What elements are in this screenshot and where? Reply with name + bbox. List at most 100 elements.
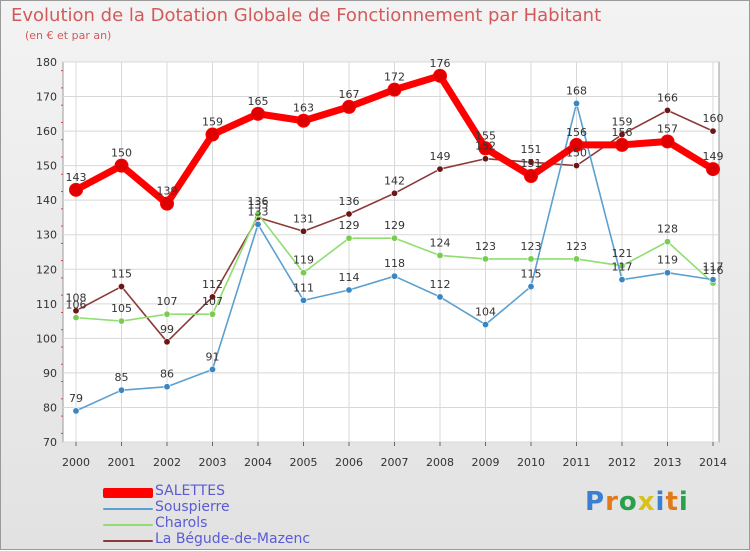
data-label-charols-2005: 119 [293, 254, 314, 267]
data-label-souspierre-2011: 168 [566, 84, 587, 97]
data-label-salettes-2002: 139 [157, 185, 178, 198]
data-label-souspierre-2003: 91 [206, 350, 220, 363]
point-salettes-2011 [569, 137, 584, 152]
data-label-la-begude-2001: 115 [111, 268, 132, 281]
plot-area [62, 61, 720, 443]
data-label-souspierre-2009: 104 [475, 306, 496, 319]
data-label-charols-2002: 107 [157, 295, 178, 308]
x-tick-label-2014: 2014 [699, 456, 727, 469]
legend-label-souspierre: Souspierre [155, 499, 230, 515]
y-tick-label-160: 160 [36, 125, 57, 138]
data-label-la-begude-2006: 136 [339, 195, 360, 208]
point-salettes-2006 [342, 99, 356, 114]
legend-label-salettes: SALETTES [155, 483, 225, 499]
point-la-begude-2014 [709, 127, 717, 135]
point-charols-2005 [299, 269, 307, 277]
x-tick-label-2002: 2002 [153, 456, 181, 469]
legend-label-charols: Charols [155, 515, 208, 531]
point-salettes-2005 [296, 113, 311, 128]
point-charols-2001 [118, 317, 126, 325]
point-charols-2000 [72, 314, 80, 322]
data-label-souspierre-2007: 118 [384, 257, 405, 270]
data-label-salettes-2006: 167 [339, 88, 360, 101]
point-salettes-2012 [615, 137, 629, 152]
point-souspierre-2002 [163, 383, 171, 391]
point-charols-2007 [390, 234, 398, 242]
data-label-salettes-2001: 150 [111, 147, 132, 160]
data-label-souspierre-2004: 133 [248, 205, 269, 218]
x-tick-label-2011: 2011 [563, 456, 591, 469]
point-la-begude-2003 [209, 293, 217, 301]
data-label-charols-2000: 106 [66, 299, 87, 312]
y-tick-label-100: 100 [36, 332, 57, 345]
x-tick-label-2001: 2001 [108, 456, 136, 469]
x-tick-label-2005: 2005 [290, 456, 318, 469]
point-souspierre-2013 [663, 269, 671, 277]
data-label-souspierre-2008: 112 [430, 278, 451, 291]
data-label-la-begude-2008: 149 [430, 150, 451, 163]
y-tick-label-180: 180 [36, 56, 57, 69]
data-label-souspierre-2012: 117 [612, 261, 633, 274]
point-souspierre-2014 [709, 276, 717, 284]
data-label-salettes-2010: 151 [521, 157, 542, 170]
data-label-charols-2007: 129 [384, 219, 405, 232]
data-label-la-begude-2003: 112 [202, 278, 223, 291]
point-la-begude-2010 [527, 158, 535, 166]
data-label-charols-2011: 123 [566, 240, 587, 253]
point-la-begude-2006 [345, 210, 353, 218]
data-label-charols-2012: 121 [612, 247, 633, 260]
point-souspierre-2003 [209, 365, 217, 373]
x-tick-label-2009: 2009 [472, 456, 500, 469]
logo-letter: P [585, 487, 606, 517]
logo-letter: x [637, 487, 656, 517]
y-tick-label-90: 90 [43, 367, 57, 380]
y-tick-label-120: 120 [36, 263, 57, 276]
x-tick-label-2012: 2012 [608, 456, 636, 469]
data-label-la-begude-2010: 151 [521, 143, 542, 156]
data-label-la-begude-2004: 135 [248, 198, 269, 211]
data-label-la-begude-2007: 142 [384, 174, 405, 187]
point-charols-2010 [527, 255, 535, 263]
point-salettes-2014 [706, 162, 720, 177]
point-la-begude-2007 [390, 189, 398, 197]
data-label-souspierre-2000: 79 [69, 392, 83, 405]
data-label-salettes-2007: 172 [384, 71, 405, 84]
point-charols-2004 [254, 210, 262, 218]
legend-swatch-salettes [103, 488, 153, 498]
data-label-salettes-2014: 149 [703, 150, 724, 163]
y-tick-label-80: 80 [43, 401, 57, 414]
point-la-begude-2001 [118, 283, 126, 291]
point-souspierre-2006 [345, 286, 353, 294]
point-souspierre-2008 [436, 293, 444, 301]
proxiti-logo: Proxiti [585, 487, 689, 517]
logo-letter: r [605, 487, 619, 517]
x-tick-label-2007: 2007 [381, 456, 409, 469]
x-tick-label-2010: 2010 [517, 456, 545, 469]
point-salettes-2008 [433, 68, 447, 83]
chart-title: Evolution de la Dotation Globale de Fonc… [11, 5, 602, 26]
point-souspierre-2011 [572, 99, 580, 107]
data-label-souspierre-2014: 117 [703, 261, 724, 274]
data-label-charols-2013: 128 [657, 223, 678, 236]
data-label-salettes-2013: 157 [657, 122, 678, 135]
point-salettes-2001 [114, 158, 129, 173]
point-salettes-2002 [160, 196, 174, 211]
point-charols-2013 [663, 238, 671, 246]
data-label-souspierre-2006: 114 [339, 271, 360, 284]
point-la-begude-2012 [618, 131, 626, 139]
y-tick-label-140: 140 [36, 194, 57, 207]
data-label-la-begude-2013: 166 [657, 91, 678, 104]
point-salettes-2010 [524, 169, 538, 183]
data-label-salettes-2011: 156 [566, 126, 587, 139]
legend-swatch-souspierre [103, 508, 153, 510]
data-label-souspierre-2010: 115 [521, 268, 542, 281]
point-souspierre-2004 [254, 220, 262, 228]
point-charols-2002 [163, 310, 171, 318]
point-la-begude-2008 [436, 165, 444, 173]
point-charols-2011 [572, 255, 580, 263]
point-salettes-2004 [251, 106, 265, 121]
point-salettes-2003 [205, 127, 220, 142]
point-salettes-2007 [387, 82, 402, 97]
